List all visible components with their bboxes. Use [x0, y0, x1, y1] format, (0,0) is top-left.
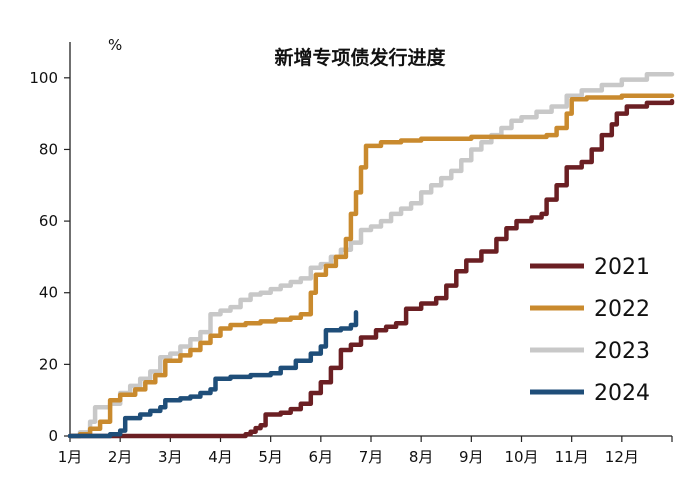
y-tick-label: 80	[39, 140, 58, 158]
legend-label-2022: 2022	[594, 297, 650, 322]
legend-label-2023: 2023	[594, 339, 650, 364]
y-tick-label: 100	[29, 69, 58, 87]
series-line-2022	[67, 93, 675, 439]
y-ticks-layer: 0 20 40 60 80 100	[29, 69, 70, 445]
series-line-2021	[67, 98, 675, 439]
y-tick-label: 60	[39, 212, 58, 230]
legend-label-2021: 2021	[594, 255, 650, 280]
x-tick-label: 2月	[108, 448, 133, 466]
x-tick-label: 9月	[459, 448, 484, 466]
x-tick-label: 8月	[409, 448, 434, 466]
series-line-2024	[67, 310, 359, 439]
chart-title: 新增专项债发行进度	[274, 46, 446, 69]
x-tick-label: 4月	[208, 448, 233, 466]
y-tick-label: 0	[48, 427, 58, 445]
series-layer	[67, 71, 675, 439]
series-line-2023	[67, 71, 675, 439]
x-tick-label: 7月	[359, 448, 384, 466]
legend-label-2024: 2024	[594, 381, 650, 406]
legend: 2021 2022 2023 2024	[530, 255, 650, 406]
y-tick-label: 40	[39, 284, 58, 302]
x-tick-label: 3月	[158, 448, 183, 466]
x-tick-label: 1月	[58, 448, 83, 466]
x-tick-label: 11月	[555, 448, 589, 466]
x-tick-label: 12月	[605, 448, 639, 466]
x-tick-label: 6月	[309, 448, 334, 466]
y-tick-label: 20	[39, 355, 58, 373]
x-tick-label: 5月	[258, 448, 283, 466]
x-ticks-layer: 1月 2月 3月 4月 5月 6月 7月 8月 9月 10月 11月 12月	[58, 436, 673, 466]
x-tick-label: 10月	[504, 448, 538, 466]
y-axis-unit-label: %	[108, 36, 122, 54]
